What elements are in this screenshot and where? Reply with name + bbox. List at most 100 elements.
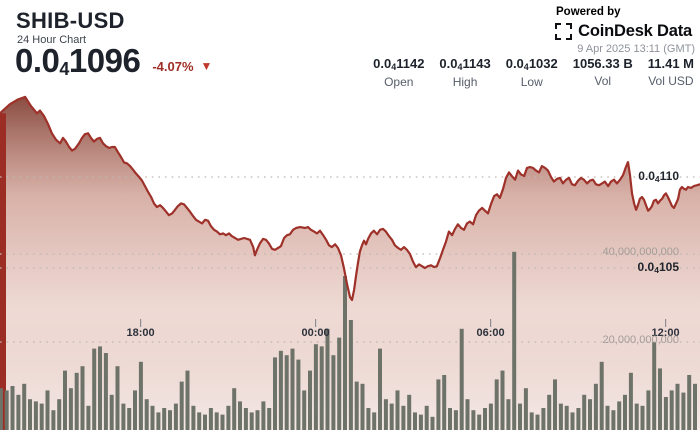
volume-bar [669,390,674,430]
volume-bar [325,328,330,430]
volume-bar [144,399,149,430]
volume-bar [564,405,569,430]
volume-bar [570,412,575,430]
volume-bar [500,370,505,430]
volume-bar [98,346,102,430]
volume-bar [628,372,633,430]
volume-bar [407,394,412,430]
volume-bar [273,357,277,430]
volume-bar [343,276,347,430]
volume-bar [313,344,318,430]
volume-bar [86,405,91,430]
volume-bar [51,410,56,430]
volume-bar [348,320,353,430]
volume-bar [588,399,592,430]
time-axis-label: 06:00 [476,327,505,339]
volume-bar [453,410,458,430]
volume-bar [232,388,237,430]
volume-bar [681,392,686,430]
brand-name: CoinDesk Data [578,22,692,40]
stat-open: 0.041142 Open [373,56,424,89]
volume-bar [663,397,668,430]
volume-bar [582,394,587,430]
volume-bar [197,412,202,430]
volume-bar [430,416,435,430]
volume-bar [249,412,254,430]
volume-bar [646,390,651,430]
coindesk-logo-icon [555,23,573,40]
volume-bar [593,383,598,430]
volume-bar [372,412,377,430]
volume-bar [150,405,155,430]
volume-bar [261,401,266,430]
volume-bar [179,381,184,430]
volume-axis-label: 20,000,000,000 [602,334,679,346]
volume-bar [74,372,79,430]
volume-bar [675,383,680,430]
stat-vol: 1056.33 B Vol [573,56,633,89]
volume-bar [611,410,616,430]
volume-bar [45,390,50,430]
volume-bar [337,337,342,430]
time-axis-label: 00:00 [301,327,330,339]
price-change: -4.07% ▼ [152,59,212,79]
volume-bar [4,390,9,430]
volume-bar [640,405,645,430]
volume-bar [658,368,662,430]
volume-bar [302,390,307,430]
volume-bar [267,408,272,430]
stat-high-value: 0.041143 [439,56,491,72]
volume-bar [162,408,167,430]
volume-bar [214,412,219,430]
volume-bar [133,390,137,430]
volume-bar [553,379,557,430]
price-axis-label: 0.04110 [638,169,679,184]
brand-row: CoinDesk Data [555,22,692,41]
stat-low-value: 0.041032 [505,56,558,72]
volume-bar [518,403,522,430]
volume-bar [16,394,21,430]
volume-bar [39,403,44,430]
volume-bar [401,405,406,430]
volume-bar [238,401,242,430]
volume-bar [459,328,464,430]
stat-low-label: Low [520,75,543,89]
volume-bar [652,342,657,430]
stat-open-value: 0.041142 [373,56,425,72]
volume-bar [109,394,114,430]
current-price: 0.041096 [15,42,141,79]
volume-bar [0,388,3,430]
price-axis-label: 0.04105 [637,260,679,275]
down-arrow-icon: ▼ [200,59,213,74]
volume-bar [156,412,161,430]
volume-bar [243,408,248,430]
price-area [0,96,700,430]
volume-bar [308,370,312,430]
volume-bar [366,408,371,430]
volume-bar [22,383,27,430]
volume-bar [68,388,73,430]
volume-bar [185,370,190,430]
volume-bar [10,386,15,430]
instrument-symbol: SHIB-USD [16,8,125,33]
volume-bar [168,410,172,430]
stat-high: 0.041143 High [439,56,490,89]
chart-subtitle: 24 Hour Chart [17,34,87,46]
stat-low: 0.041032 Low [506,56,558,89]
price-line [0,95,700,302]
volume-bar [63,370,67,430]
volume-bar [127,408,132,430]
volume-bar [28,399,32,430]
volume-bar [477,414,482,430]
volume-bar [138,361,143,430]
volume-bar [529,412,534,430]
price-prefix: 0.0 [15,42,60,79]
powered-by-label: Powered by [556,6,621,18]
volume-bar [471,410,476,430]
volume-bar [378,348,382,430]
volume-bar [226,405,231,430]
volume-bar [448,408,452,430]
volume-bar [465,399,470,430]
volume-bar [605,405,610,430]
